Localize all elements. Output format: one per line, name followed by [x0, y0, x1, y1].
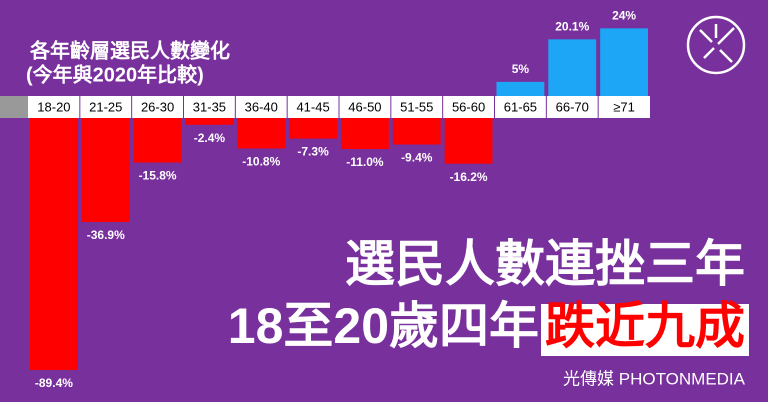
x-tick-label: 18-20: [37, 99, 70, 114]
headline-highlight: 跌近九成: [545, 298, 745, 354]
value-label: -11.0%: [346, 155, 384, 169]
band-stub: [0, 96, 28, 118]
brand: 光傳媒 PHOTONMEDIA: [563, 369, 746, 388]
bar: [392, 118, 441, 145]
value-label: -9.4%: [401, 151, 433, 165]
bar: [341, 118, 389, 150]
value-label: -10.8%: [242, 155, 280, 169]
chart-subtitle: (今年與2020年比較): [26, 62, 204, 86]
logo: [686, 15, 746, 75]
x-tick-label: 21-25: [89, 99, 122, 114]
value-label: -16.2%: [450, 170, 488, 184]
value-label: -15.8%: [139, 169, 177, 183]
chart-title: 各年齡層選民人數變化: [29, 38, 230, 62]
bar: [548, 39, 597, 96]
bar: [289, 118, 337, 139]
highlight-box: [541, 304, 749, 356]
bar: [496, 81, 545, 96]
bar: [30, 118, 78, 370]
value-label: -7.3%: [297, 145, 329, 159]
bar: [133, 118, 182, 163]
x-tick-label: ≥71: [613, 99, 635, 114]
value-label: -2.4%: [194, 131, 226, 145]
bar: [237, 118, 286, 149]
x-tick-label: 31-35: [193, 99, 226, 114]
x-tick-label: 51-55: [400, 99, 433, 114]
headline-line1: 選民人數連挫三年: [345, 236, 745, 292]
x-tick-label: 56-60: [452, 99, 485, 114]
x-tick-label: 41-45: [296, 99, 329, 114]
x-tick-label: 66-70: [556, 99, 589, 114]
value-label: 24%: [612, 9, 636, 23]
value-label: -36.9%: [87, 228, 125, 242]
value-label: 5%: [512, 62, 530, 76]
x-tick-label: 36-40: [245, 99, 278, 114]
bar: [444, 118, 493, 164]
value-label: 20.1%: [555, 20, 589, 34]
bar: [600, 28, 648, 97]
bar: [185, 118, 234, 125]
bar: [81, 118, 130, 223]
value-label: -89.4%: [35, 376, 73, 390]
x-tick-label: 46-50: [348, 99, 381, 114]
x-tick-label: 26-30: [141, 99, 174, 114]
x-tick-label: 61-65: [504, 99, 537, 114]
headline-line2: 18至20歲四年: [228, 298, 539, 354]
